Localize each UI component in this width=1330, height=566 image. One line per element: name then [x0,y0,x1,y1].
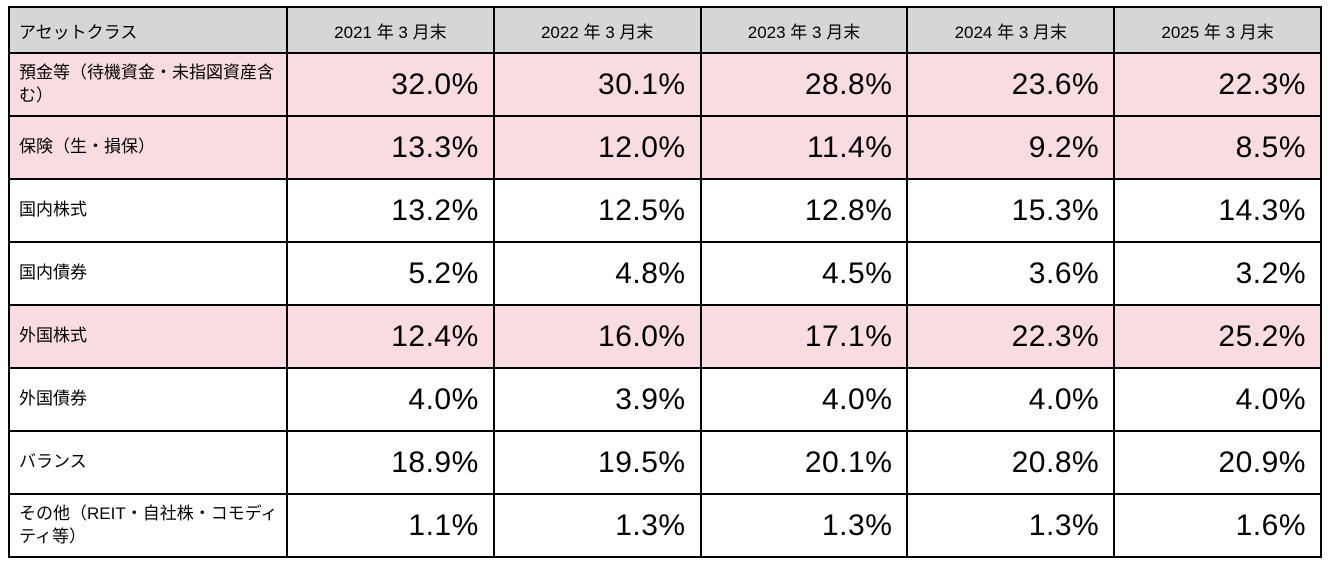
table-row: 預金等（待機資金・未指図資産含む） 32.0% 30.1% 28.8% 23.6… [8,52,1322,117]
cell-value: 3.9% [492,367,702,432]
table-row: 外国債券 4.0% 3.9% 4.0% 4.0% 4.0% [8,367,1322,432]
cell-value: 4.0% [699,367,909,432]
cell-value: 20.9% [1113,430,1322,495]
row-label: 国内債券 [8,241,288,306]
asset-allocation-table: アセットクラス 2021 年 3 月末 2022 年 3 月末 2023 年 3… [8,6,1322,558]
table-row: 外国株式 12.4% 16.0% 17.1% 22.3% 25.2% [8,304,1322,369]
table-header: アセットクラス 2021 年 3 月末 2022 年 3 月末 2023 年 3… [8,6,1322,54]
cell-value: 12.5% [492,178,702,243]
cell-value: 20.8% [906,430,1116,495]
table-row: その他（REIT・自社株・コモディティ等） 1.1% 1.3% 1.3% 1.3… [8,493,1322,558]
cell-value: 18.9% [286,430,495,495]
cell-value: 4.8% [492,241,702,306]
header-2025: 2025 年 3 月末 [1113,6,1322,54]
cell-value: 9.2% [906,115,1116,180]
cell-value: 16.0% [492,304,702,369]
cell-value: 13.2% [286,178,495,243]
cell-value: 1.3% [492,493,702,558]
cell-value: 22.3% [906,304,1116,369]
cell-value: 1.3% [699,493,909,558]
header-row: アセットクラス 2021 年 3 月末 2022 年 3 月末 2023 年 3… [8,6,1322,54]
cell-value: 12.0% [492,115,702,180]
cell-value: 12.8% [699,178,909,243]
cell-value: 14.3% [1113,178,1322,243]
row-label: 外国債券 [8,367,288,432]
cell-value: 3.6% [906,241,1116,306]
cell-value: 32.0% [286,52,495,117]
table-row: 国内債券 5.2% 4.8% 4.5% 3.6% 3.2% [8,241,1322,306]
header-asset-class-label: アセットクラス [19,22,138,42]
cell-value: 28.8% [699,52,909,117]
table-row: バランス 18.9% 19.5% 20.1% 20.8% 20.9% [8,430,1322,495]
row-label: 国内株式 [8,178,288,243]
header-2022: 2022 年 3 月末 [492,6,702,54]
cell-value: 11.4% [699,115,909,180]
row-label: その他（REIT・自社株・コモディティ等） [8,493,288,558]
cell-value: 22.3% [1113,52,1322,117]
cell-value: 4.0% [906,367,1116,432]
cell-value: 12.4% [286,304,495,369]
row-label: 保険（生・損保） [8,115,288,180]
row-label: バランス [8,430,288,495]
cell-value: 17.1% [699,304,909,369]
cell-value: 19.5% [492,430,702,495]
header-2023: 2023 年 3 月末 [699,6,909,54]
cell-value: 1.1% [286,493,495,558]
cell-value: 1.6% [1113,493,1322,558]
table-row: 国内株式 13.2% 12.5% 12.8% 15.3% 14.3% [8,178,1322,243]
row-label: 預金等（待機資金・未指図資産含む） [8,52,288,117]
row-label: 外国株式 [8,304,288,369]
table-row: 保険（生・損保） 13.3% 12.0% 11.4% 9.2% 8.5% [8,115,1322,180]
cell-value: 1.3% [906,493,1116,558]
cell-value: 20.1% [699,430,909,495]
header-asset-class: アセットクラス [8,6,288,54]
cell-value: 4.0% [1113,367,1322,432]
cell-value: 30.1% [492,52,702,117]
cell-value: 15.3% [906,178,1116,243]
cell-value: 5.2% [286,241,495,306]
cell-value: 13.3% [286,115,495,180]
table-body: 預金等（待機資金・未指図資産含む） 32.0% 30.1% 28.8% 23.6… [8,52,1322,558]
cell-value: 4.5% [699,241,909,306]
cell-value: 23.6% [906,52,1116,117]
cell-value: 3.2% [1113,241,1322,306]
header-2021: 2021 年 3 月末 [286,6,495,54]
header-2024: 2024 年 3 月末 [906,6,1116,54]
cell-value: 4.0% [286,367,495,432]
cell-value: 8.5% [1113,115,1322,180]
cell-value: 25.2% [1113,304,1322,369]
